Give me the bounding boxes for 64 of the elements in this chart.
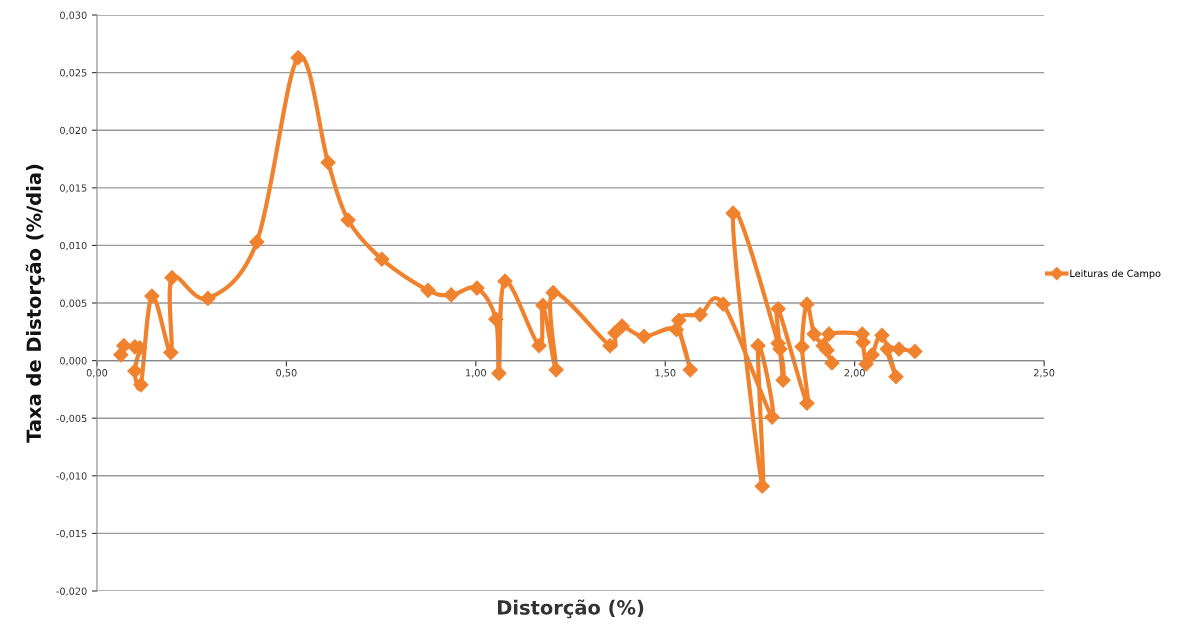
x-tick-label: 1,50 (655, 369, 676, 378)
y-axis-title: Taxa de Distorção (%/dia) (25, 164, 45, 443)
y-tick-label: -0,015 (56, 529, 87, 539)
point (133, 377, 149, 393)
legend-label: Leituras de Campo (1070, 269, 1161, 279)
point (164, 270, 180, 286)
point (340, 212, 356, 228)
y-tick-label: -0,005 (56, 414, 87, 424)
point (750, 338, 766, 354)
point (290, 50, 306, 66)
point (531, 338, 547, 354)
point (879, 341, 895, 357)
point (891, 341, 907, 357)
point (469, 280, 485, 296)
y-tick-label: -0,020 (56, 587, 87, 596)
point (725, 205, 741, 221)
point (249, 234, 265, 250)
x-tick-label: 0,00 (86, 369, 108, 378)
point (819, 342, 835, 358)
x-axis-title: Distorção (%) (498, 599, 644, 619)
point (374, 251, 390, 267)
y-tick-label: -0,010 (56, 472, 87, 481)
y-tick-label: 0,010 (60, 241, 87, 251)
point (420, 282, 436, 298)
point (775, 372, 791, 388)
point (116, 338, 132, 354)
y-tick-label: 0,025 (60, 69, 87, 78)
point (545, 285, 561, 301)
point (907, 343, 923, 359)
point (824, 355, 840, 371)
point (144, 288, 160, 304)
point (821, 326, 837, 342)
point (692, 306, 708, 323)
point (443, 287, 459, 303)
x-tick-label: 2,00 (844, 369, 865, 378)
point (682, 362, 698, 378)
y-tick-label: 0,005 (60, 299, 87, 308)
point (794, 339, 810, 355)
y-tick-label: 0,015 (60, 184, 87, 193)
point (488, 311, 504, 327)
point (806, 326, 822, 342)
point (497, 273, 513, 289)
y-tick-label: 0,020 (60, 126, 87, 136)
point (671, 312, 687, 328)
point (602, 338, 618, 354)
point (614, 318, 630, 334)
y-tick-label: 0,000 (60, 357, 87, 366)
point (491, 365, 507, 381)
point (864, 347, 880, 363)
y-tick-label: 0,030 (60, 11, 87, 20)
point (799, 296, 815, 312)
x-tick-label: 1,00 (466, 369, 486, 378)
x-tick-label: 0,50 (276, 369, 297, 378)
point (127, 363, 143, 379)
point (320, 154, 336, 171)
point (535, 297, 551, 313)
point (636, 328, 652, 344)
point (715, 296, 731, 312)
point (888, 369, 904, 385)
point (874, 327, 890, 343)
x-tick-label: 2,50 (1034, 369, 1055, 378)
point (607, 325, 623, 341)
point (548, 362, 564, 378)
point (200, 290, 216, 306)
